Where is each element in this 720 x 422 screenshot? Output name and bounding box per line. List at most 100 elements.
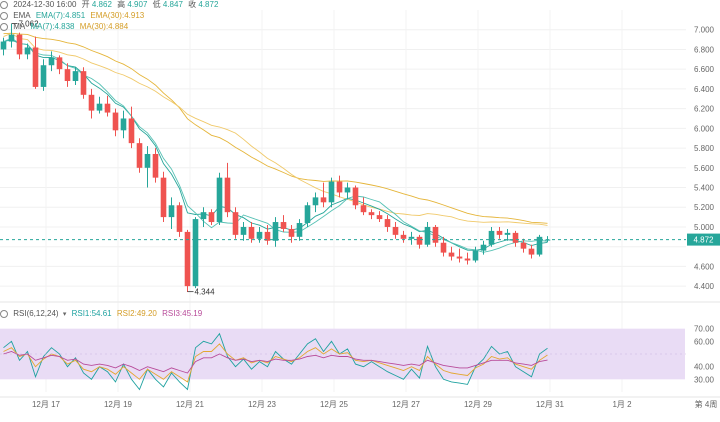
candle-body xyxy=(144,153,151,168)
time-tick-label: 12月 23 xyxy=(248,400,277,409)
price-tick-label: 6.600 xyxy=(694,65,715,74)
rsi-tick-label: 30.00 xyxy=(694,375,715,384)
ma-legend[interactable]: MA MA(7):4.838 MA(30):4.884 xyxy=(0,22,131,32)
ema30-value: EMA(30):4.913 xyxy=(90,11,145,20)
time-tick-label: 第 4周 xyxy=(695,399,718,409)
rsi-series-1 xyxy=(3,332,548,391)
candle-body xyxy=(104,103,111,113)
rsi3-value: RSI3:45.19 xyxy=(162,309,203,318)
candle-body xyxy=(16,34,23,55)
time-tick-label: 12月 21 xyxy=(176,400,205,409)
candle-body xyxy=(496,230,503,235)
candle-body xyxy=(528,248,535,255)
rsi-legend[interactable]: RSI(6,12,24) ▾ RSI1:54.61 RSI2:49.20 RSI… xyxy=(0,309,205,320)
candle-body xyxy=(336,181,343,193)
time-tick-label: 1月 2 xyxy=(612,400,632,409)
high-label: 高 xyxy=(117,0,126,9)
candle-body xyxy=(0,41,7,50)
low-label: 低 xyxy=(152,0,161,9)
time-tick-label: 12月 17 xyxy=(32,400,61,409)
open-label: 开 xyxy=(81,0,90,9)
candle-body xyxy=(488,230,495,245)
eye-icon[interactable] xyxy=(0,309,8,318)
rsi-tick-label: 60.00 xyxy=(694,337,715,346)
candle-body xyxy=(24,47,31,55)
high-value: 4.907 xyxy=(127,0,148,9)
candle-body xyxy=(160,177,167,218)
chevron-down-icon[interactable]: ▾ xyxy=(62,311,67,318)
ema7-value: EMA(7):4.851 xyxy=(35,11,86,20)
eye-icon[interactable] xyxy=(0,11,8,20)
rsi2-value: RSI2:49.20 xyxy=(116,309,157,318)
price-tick-label: 6.000 xyxy=(694,124,715,133)
low-mark-label: 4.344 xyxy=(195,288,216,297)
candle-body xyxy=(168,205,175,218)
candle-body xyxy=(424,226,431,245)
candle-body xyxy=(232,212,239,235)
price-tick-label: 7.000 xyxy=(694,26,715,35)
candle-body xyxy=(312,197,319,206)
candle-body xyxy=(208,212,215,223)
candle-body xyxy=(240,226,247,235)
ma7-value: MA(7):4.838 xyxy=(30,22,75,31)
price-tick-label: 5.600 xyxy=(694,164,715,173)
time-tick-label: 12月 19 xyxy=(104,400,133,409)
candle-body xyxy=(224,177,231,213)
candles xyxy=(0,23,551,293)
last-price-label: 4.872 xyxy=(693,236,714,245)
candle-body xyxy=(328,181,335,203)
time-tick-label: 12月 25 xyxy=(320,400,349,409)
candle-body xyxy=(72,71,79,82)
candle-body xyxy=(536,236,543,255)
candle-body xyxy=(304,205,311,224)
candle-body xyxy=(40,65,47,87)
candle-body xyxy=(184,231,191,287)
candle-body xyxy=(176,205,183,232)
candle-body xyxy=(448,252,455,257)
price-tick-label: 5.400 xyxy=(694,184,715,193)
candle-body xyxy=(120,118,127,131)
rsi-lines xyxy=(0,332,686,391)
candle-body xyxy=(112,112,119,131)
candle-body xyxy=(152,153,159,178)
candle-body xyxy=(440,242,447,253)
low-value: 4.847 xyxy=(162,0,183,9)
price-tick-label: 4.400 xyxy=(694,282,715,291)
candle-body xyxy=(88,94,95,111)
candle-body xyxy=(248,226,255,239)
candle-body xyxy=(352,187,359,206)
candle-body xyxy=(136,143,143,168)
high-mark-label: 7.062 xyxy=(19,20,40,29)
price-tick-label: 6.200 xyxy=(694,105,715,114)
rsi-tick-label: 40.00 xyxy=(694,363,715,372)
candle-body xyxy=(432,226,439,243)
candle-body xyxy=(128,118,135,144)
candle-body xyxy=(416,236,423,245)
candle-body xyxy=(360,205,367,213)
candle-body xyxy=(96,103,103,111)
candle-body xyxy=(400,234,407,239)
candle-body xyxy=(520,242,527,249)
candle-body xyxy=(320,197,327,203)
rsi-series-2 xyxy=(3,343,548,383)
candle-body xyxy=(280,222,287,229)
candle-body xyxy=(408,236,415,239)
price-tick-label: 5.000 xyxy=(694,223,715,232)
candle-body xyxy=(216,177,223,223)
time-tick-label: 12月 27 xyxy=(392,400,421,409)
ohlc-legend: 2024-12-30 16:00 开 4.862 高 4.907 低 4.847… xyxy=(0,0,221,10)
candle-body xyxy=(64,69,71,82)
candle-body xyxy=(504,232,511,235)
price-tick-label: 6.400 xyxy=(694,85,715,94)
candle-body xyxy=(480,244,487,251)
legend-datetime: 2024-12-30 16:00 xyxy=(13,0,77,9)
candle-body xyxy=(56,57,63,70)
ema-legend[interactable]: EMA EMA(7):4.851 EMA(30):4.913 xyxy=(0,11,147,21)
candle-body xyxy=(80,71,87,95)
candle-body xyxy=(296,223,303,237)
candle-body xyxy=(288,228,295,237)
rsi1-value: RSI1:54.61 xyxy=(71,309,112,318)
eye-icon[interactable] xyxy=(0,22,8,31)
